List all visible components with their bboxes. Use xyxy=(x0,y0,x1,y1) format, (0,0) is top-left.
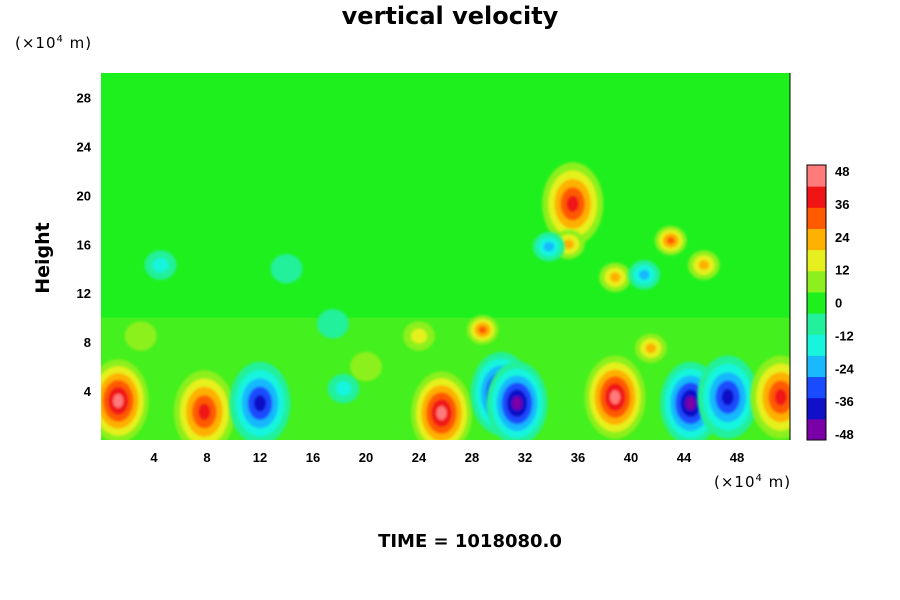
x-tick-label: 8 xyxy=(203,450,210,465)
velocity-cell xyxy=(599,262,631,292)
x-ticks: 4 8 12 16 20 24 28 32 36 40 44 48 xyxy=(150,450,744,465)
y-tick-label: 20 xyxy=(77,188,91,203)
velocity-cell xyxy=(628,260,661,290)
contour-band xyxy=(685,396,696,411)
contour-band xyxy=(563,239,575,250)
contour-band xyxy=(335,381,352,396)
contour-band xyxy=(566,195,579,213)
x-tick-label: 28 xyxy=(465,450,479,465)
colorbar-frame xyxy=(806,164,827,441)
contour-band xyxy=(316,309,349,339)
colorbar-tick-label: -48 xyxy=(835,427,854,442)
velocity-cell xyxy=(101,359,149,440)
x-tick-label: 24 xyxy=(412,450,427,465)
colorbar-tick-label: 12 xyxy=(835,263,849,278)
y-tick-label: 24 xyxy=(77,139,92,154)
x-axis-unit: (×104 m) xyxy=(714,473,792,491)
velocity-cell xyxy=(542,162,604,246)
velocity-cell xyxy=(124,321,157,351)
y-tick-label: 8 xyxy=(84,335,91,350)
contour-band xyxy=(610,390,621,405)
velocity-cell xyxy=(750,355,790,439)
x-tick-label: 12 xyxy=(253,450,267,465)
colorbar-segment xyxy=(807,334,826,356)
x-tick-label: 20 xyxy=(359,450,373,465)
velocity-cell xyxy=(327,373,360,404)
x-tick-label: 32 xyxy=(518,450,532,465)
velocity-cell xyxy=(144,250,177,280)
colorbar-tick-label: -36 xyxy=(835,394,854,409)
contour-band xyxy=(350,351,382,382)
time-label: TIME = 1018080.0 xyxy=(378,531,562,552)
contour-band xyxy=(436,406,447,421)
colorbar-segment xyxy=(807,397,826,420)
colorbar-segment xyxy=(807,270,826,293)
colorbar-tick-label: 36 xyxy=(835,197,849,212)
velocity-cell xyxy=(466,315,499,345)
y-ticks: 4 8 12 16 20 24 28 xyxy=(77,90,92,399)
y-tick-label: 28 xyxy=(77,90,91,105)
velocity-cell xyxy=(532,232,565,262)
colorbar-segment xyxy=(807,355,826,378)
contour-band xyxy=(609,272,621,283)
contour-band xyxy=(511,396,523,411)
velocity-cell xyxy=(173,370,235,440)
colorbar-segment xyxy=(807,228,826,251)
velocity-cell xyxy=(403,321,435,351)
velocity-cell xyxy=(229,361,291,440)
contour-band xyxy=(152,257,169,273)
velocity-cell xyxy=(687,250,720,280)
colorbar-segment xyxy=(807,376,826,399)
x-tick-label: 48 xyxy=(730,450,744,465)
colorbar-tick-label: 48 xyxy=(835,164,849,179)
velocity-cell xyxy=(697,355,759,439)
contour-band xyxy=(278,261,295,277)
velocity-cell xyxy=(316,309,349,339)
x-tick-label: 4 xyxy=(150,450,158,465)
contour-band xyxy=(478,326,487,334)
velocity-cell xyxy=(634,333,667,363)
contour-band xyxy=(198,403,211,421)
velocity-cell xyxy=(270,254,303,284)
velocity-field xyxy=(101,73,790,440)
colorbar-segment xyxy=(807,418,826,441)
velocity-cell xyxy=(350,351,382,382)
colorbar: 48 36 24 12 0 -12 -24 -36 -48 xyxy=(806,164,855,442)
contour-band xyxy=(666,236,675,245)
contour-band xyxy=(253,394,267,412)
colorbar-segment xyxy=(807,186,826,208)
velocity-cell xyxy=(584,355,646,439)
y-axis-unit: (×104 m) xyxy=(15,34,93,52)
x-tick-label: 40 xyxy=(624,450,638,465)
x-tick-label: 44 xyxy=(677,450,692,465)
colorbar-segment xyxy=(807,249,826,272)
contour-band xyxy=(721,388,734,406)
contour-band xyxy=(113,393,124,408)
velocity-cell xyxy=(411,371,472,440)
colorbar-tick-label: -12 xyxy=(835,328,854,343)
velocity-cell xyxy=(486,361,548,440)
contour-band xyxy=(124,321,157,351)
colorbar-tick-label: 24 xyxy=(835,230,850,245)
contour-band xyxy=(638,269,650,280)
chart-title: vertical velocity xyxy=(341,2,559,30)
colorbar-segment xyxy=(807,165,826,187)
colorbar-segment xyxy=(807,291,826,314)
colorbar-tick-label: -24 xyxy=(835,361,855,376)
contour-band xyxy=(698,260,710,270)
contour-band xyxy=(543,241,555,252)
colorbar-segment xyxy=(807,207,826,229)
colorbar-segment xyxy=(807,313,826,335)
colorbar-tick-label: 0 xyxy=(835,296,842,311)
x-tick-label: 16 xyxy=(306,450,320,465)
x-tick-label: 36 xyxy=(571,450,585,465)
contour-band xyxy=(774,388,787,406)
y-tick-label: 12 xyxy=(77,286,91,301)
y-tick-label: 16 xyxy=(77,237,91,252)
contour-band xyxy=(645,343,657,354)
contour-band xyxy=(411,328,427,344)
y-tick-label: 4 xyxy=(84,384,92,399)
velocity-cell xyxy=(654,225,687,256)
